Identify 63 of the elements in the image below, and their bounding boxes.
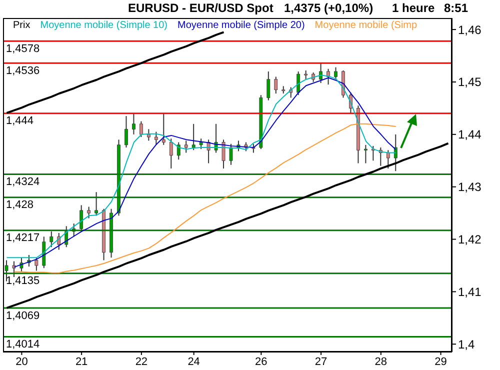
x-tick-label: 20: [16, 356, 28, 368]
x-tick-label: 28: [374, 356, 388, 368]
y-tick-label: 1,43: [458, 180, 482, 194]
candlestick: [274, 76, 278, 94]
candlestick: [342, 70, 345, 98]
ref-line-label: 1,428: [6, 199, 34, 212]
candlestick: [184, 140, 188, 154]
x-tick-label: 26: [255, 356, 268, 368]
candlestick: [386, 150, 390, 169]
ref-line-label: 1,4536: [6, 64, 40, 77]
candlestick: [334, 66, 338, 80]
ref-line-label: 1,4217: [6, 232, 40, 244]
candlestick: [394, 134, 398, 172]
y-tick-label: 1,45: [458, 75, 482, 90]
candlestick: [169, 138, 173, 169]
line-series: [6, 142, 450, 309]
candlestick: [162, 112, 166, 146]
x-tick-label: 24: [188, 356, 200, 368]
candlestick: [42, 236, 46, 269]
candlestick: [50, 230, 54, 248]
ref-line-label: 1,4578: [6, 42, 40, 55]
candlestick: [176, 142, 180, 160]
candlestick: [296, 70, 300, 96]
text: 8:51: [444, 1, 468, 15]
text: 1 heure: [392, 1, 435, 15]
text: Moyenne mobile (Simple 20): [178, 20, 305, 31]
candlestick: [154, 131, 158, 146]
candlestick: [34, 257, 38, 272]
candlestick: [132, 112, 136, 135]
ref-line-label: 1,4324: [6, 176, 40, 188]
candlestick: [87, 206, 91, 219]
ref-line-label: 1,4069: [6, 310, 40, 322]
candlestick: [229, 143, 233, 166]
candlestick: [192, 123, 196, 151]
y-tick-label: 1,44: [458, 128, 482, 142]
candlestick: [319, 62, 322, 84]
y-tick-label: 1,41: [458, 284, 482, 299]
y-tick-label: 1,4: [458, 337, 476, 352]
x-tick-label: 22: [135, 356, 148, 368]
candlestick: [364, 144, 368, 164]
ref-line-label: 1,4135: [6, 275, 40, 288]
chart-title: EURUSD - EUR/USD Spot: [128, 1, 274, 15]
y-tick-label: 1,42: [458, 232, 482, 247]
candlestick: [140, 120, 143, 138]
candlestick: [199, 138, 203, 150]
candlestick: [124, 116, 128, 148]
candlestick: [4, 260, 8, 282]
candlestick: [94, 192, 98, 216]
chart-subtitle: 1,4375 (+0,10%): [284, 1, 374, 15]
text: Moyenne mobile (Simple 10): [40, 20, 168, 31]
y-axis-title: Prix: [13, 20, 30, 31]
x-tick-label: 27: [314, 356, 328, 368]
candlestick: [146, 128, 150, 142]
y-tick-label: 1,46: [458, 22, 482, 37]
candlestick: [222, 139, 226, 169]
x-tick-label: 21: [75, 356, 88, 368]
line-series: [6, 31, 225, 114]
ref-line-label: 1,4014: [6, 338, 40, 351]
ref-line-label: 1,444: [6, 115, 34, 128]
text: Moyenne mobile (Simp: [314, 20, 418, 31]
candlestick: [266, 70, 270, 101]
candlestick: [12, 260, 16, 278]
x-tick-label: 29: [434, 356, 447, 368]
